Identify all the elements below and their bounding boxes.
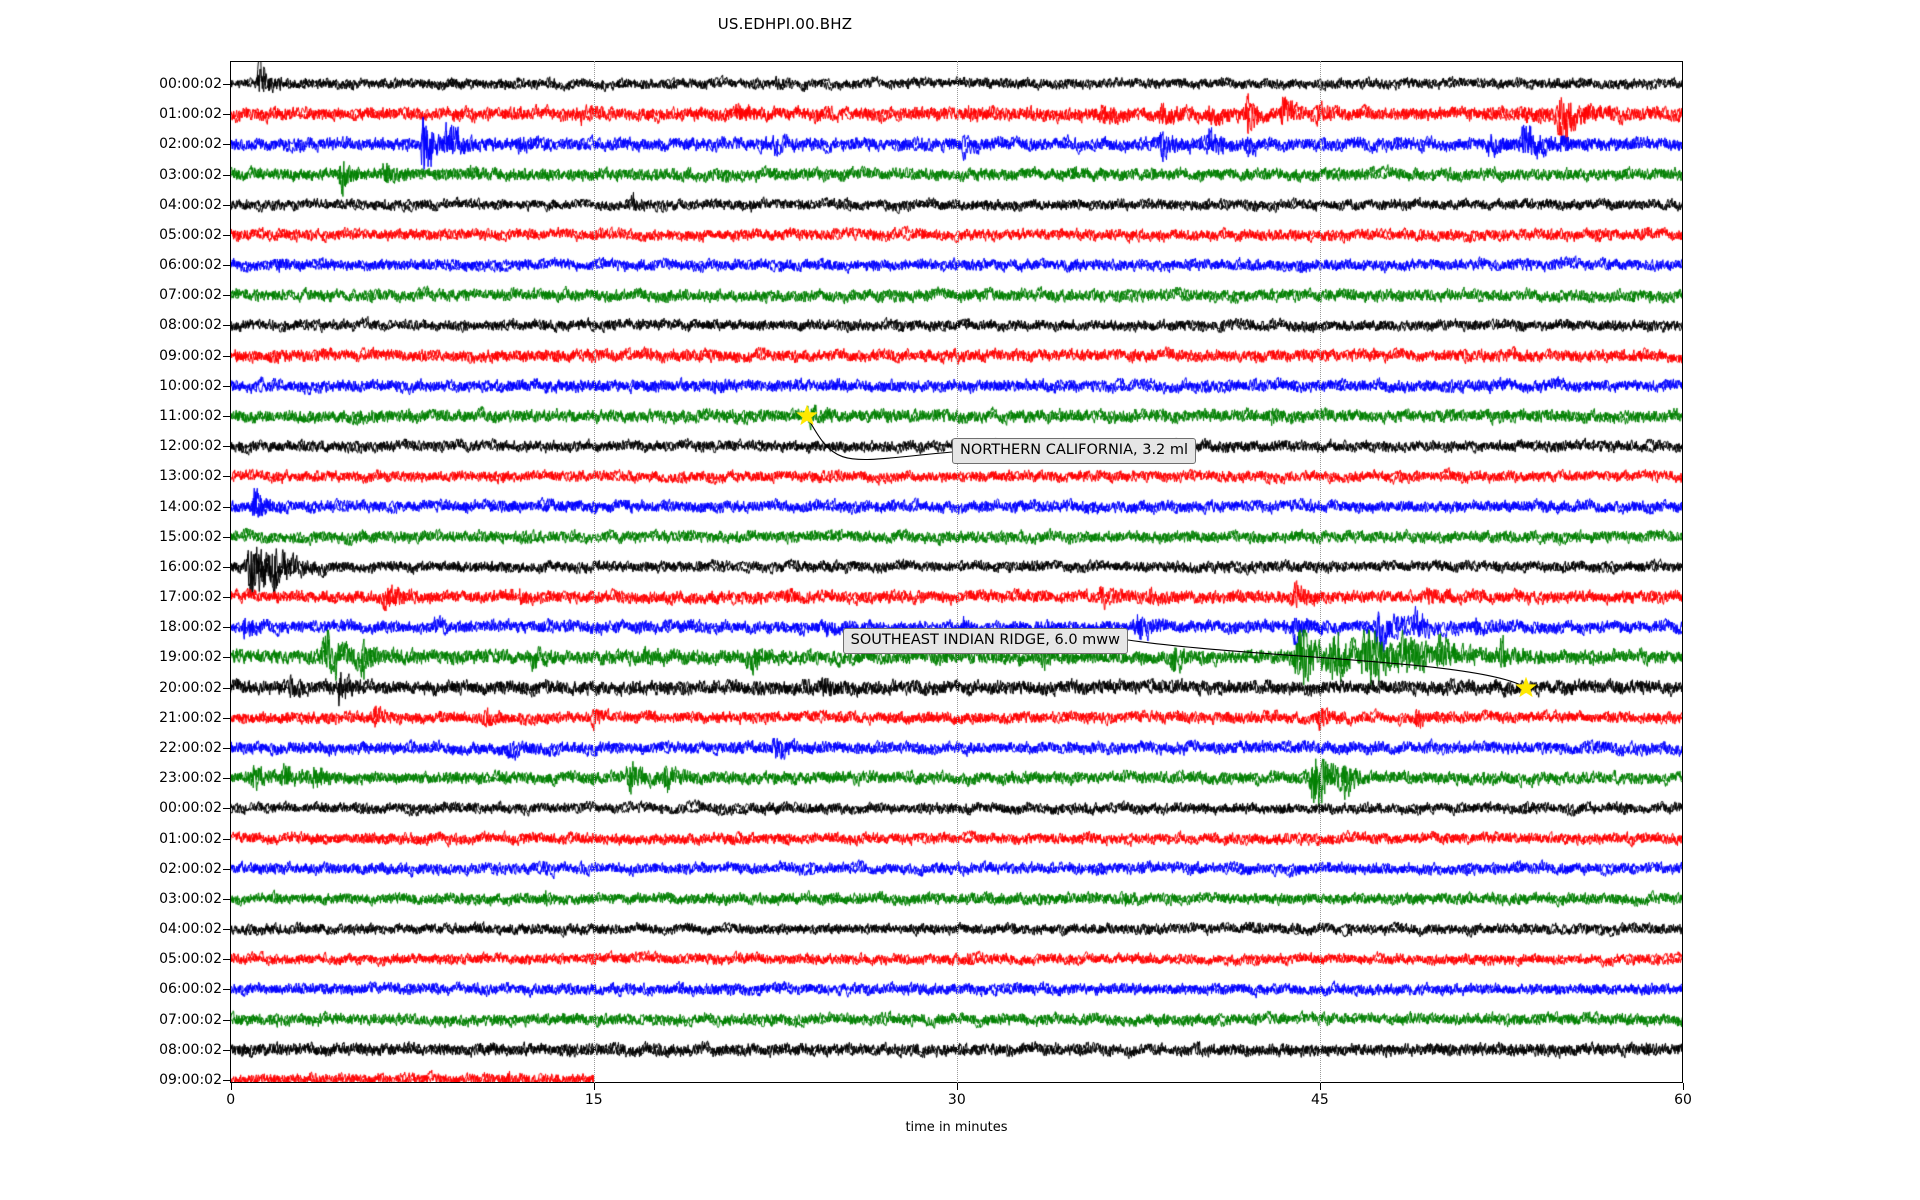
y-axis-tick-label: 05:00:02 [159, 226, 222, 243]
y-axis-tick-label: 03:00:02 [159, 890, 222, 907]
y-axis-tick-mark [223, 687, 230, 689]
y-axis-tick-mark [223, 174, 230, 176]
y-axis-tick-mark [223, 929, 230, 931]
y-axis-tick-label: 08:00:02 [159, 317, 222, 334]
y-axis-tick-label: 18:00:02 [159, 619, 222, 636]
x-axis-tick-label-15: 15 [584, 1092, 603, 1108]
gridline-vertical-15 [593, 61, 595, 1083]
event-annotation-label-1[interactable]: SOUTHEAST INDIAN RIDGE, 6.0 mww [842, 628, 1128, 654]
y-axis-tick-label: 23:00:02 [159, 770, 222, 787]
y-axis-tick-mark [223, 868, 230, 870]
y-axis-tick-mark [223, 778, 230, 780]
y-axis-tick-label: 14:00:02 [159, 498, 222, 515]
y-axis-tick-mark [223, 989, 230, 991]
y-axis-tick-mark [223, 84, 230, 85]
y-axis-tick-mark [223, 476, 230, 478]
y-axis-tick-mark [223, 265, 230, 267]
x-axis-label: time in minutes [905, 1120, 1008, 1135]
y-axis-tick-mark [223, 536, 230, 538]
x-axis-tick-mark-60 [1683, 1083, 1684, 1090]
y-axis-tick-label: 16:00:02 [159, 558, 222, 575]
y-axis-tick-label: 00:00:02 [159, 76, 222, 92]
y-axis-tick-mark [223, 627, 230, 629]
y-axis-tick-mark [223, 385, 230, 387]
y-axis-tick-label: 02:00:02 [159, 860, 222, 877]
y-axis-tick-mark [223, 114, 230, 116]
y-axis-tick-mark [223, 808, 230, 810]
y-axis-tick-mark [223, 204, 230, 206]
x-axis-tick-label-60: 60 [1674, 1092, 1692, 1108]
y-axis-tick-mark [223, 355, 230, 357]
x-axis-tick-label-45: 45 [1311, 1092, 1329, 1108]
y-axis-tick-mark [223, 295, 230, 297]
y-axis-tick-label: 04:00:02 [159, 196, 222, 213]
y-axis-tick-label: 15:00:02 [159, 528, 222, 545]
y-axis-tick-label: 13:00:02 [159, 468, 222, 485]
y-axis-tick-mark [223, 959, 230, 961]
y-axis-tick-label: 01:00:02 [159, 830, 222, 847]
y-axis-tick-label: 00:00:02 [159, 800, 222, 817]
y-axis-tick-label: 19:00:02 [159, 649, 222, 666]
gridline-vertical-30 [956, 61, 958, 1083]
gridline-vertical-45 [1319, 61, 1321, 1083]
y-axis-tick-label: 20:00:02 [159, 679, 222, 696]
y-axis-tick-mark [223, 1079, 230, 1081]
y-axis-tick-label: 12:00:02 [159, 438, 222, 455]
y-axis-tick-mark [223, 657, 230, 659]
y-axis-tick-label: 08:00:02 [159, 1041, 222, 1058]
y-axis-tick-mark [223, 747, 230, 749]
y-axis-tick-mark [223, 446, 230, 448]
y-axis-tick-mark [223, 234, 230, 236]
y-axis-tick-mark [223, 415, 230, 417]
page-title: US.EDHPI.00.BHZ [717, 15, 853, 33]
x-axis-tick-mark-45 [1319, 1083, 1321, 1090]
y-axis-tick-label: 11:00:02 [159, 407, 222, 424]
y-axis-tick-label: 07:00:02 [159, 287, 222, 304]
y-axis-tick-label: 09:00:02 [159, 347, 222, 364]
x-axis-tick-label-30: 30 [947, 1092, 966, 1108]
event-annotation-label-0[interactable]: NORTHERN CALIFORNIA, 3.2 ml [952, 438, 1197, 464]
y-axis-tick-mark [223, 717, 230, 719]
seismogram-traces-canvas [231, 62, 1682, 1082]
y-axis-tick-label: 03:00:02 [159, 166, 222, 183]
y-axis-tick-mark [223, 325, 230, 327]
x-axis-tick-label-0: 0 [226, 1092, 236, 1108]
y-axis-tick-label: 17:00:02 [159, 589, 222, 606]
y-axis-tick-mark [223, 566, 230, 568]
y-axis-tick-mark [223, 898, 230, 900]
y-axis-tick-label: 07:00:02 [159, 1011, 222, 1028]
x-axis-tick-mark-15 [593, 1083, 595, 1090]
y-axis-tick-label: 09:00:02 [159, 1071, 222, 1088]
y-axis-tick-label: 22:00:02 [159, 739, 222, 756]
y-axis-tick-label: 04:00:02 [159, 921, 222, 938]
y-axis-tick-mark [223, 1049, 230, 1051]
y-axis-tick-mark [223, 597, 230, 599]
y-axis-tick-mark [223, 1019, 230, 1021]
y-axis-tick-label: 02:00:02 [159, 136, 222, 153]
y-axis-tick-mark [223, 144, 230, 146]
y-axis-tick-mark [223, 506, 230, 508]
y-axis-tick-mark [223, 838, 230, 840]
x-axis-tick-mark-30 [956, 1083, 958, 1090]
y-axis-tick-label: 05:00:02 [159, 951, 222, 968]
y-axis-tick-label: 06:00:02 [159, 257, 222, 274]
y-axis-tick-label: 06:00:02 [159, 981, 222, 998]
x-axis-tick-mark-0 [230, 1083, 232, 1090]
y-axis-tick-label: 21:00:02 [159, 709, 222, 726]
y-axis-tick-label: 10:00:02 [159, 377, 222, 394]
y-axis-tick-label: 01:00:02 [159, 106, 222, 123]
